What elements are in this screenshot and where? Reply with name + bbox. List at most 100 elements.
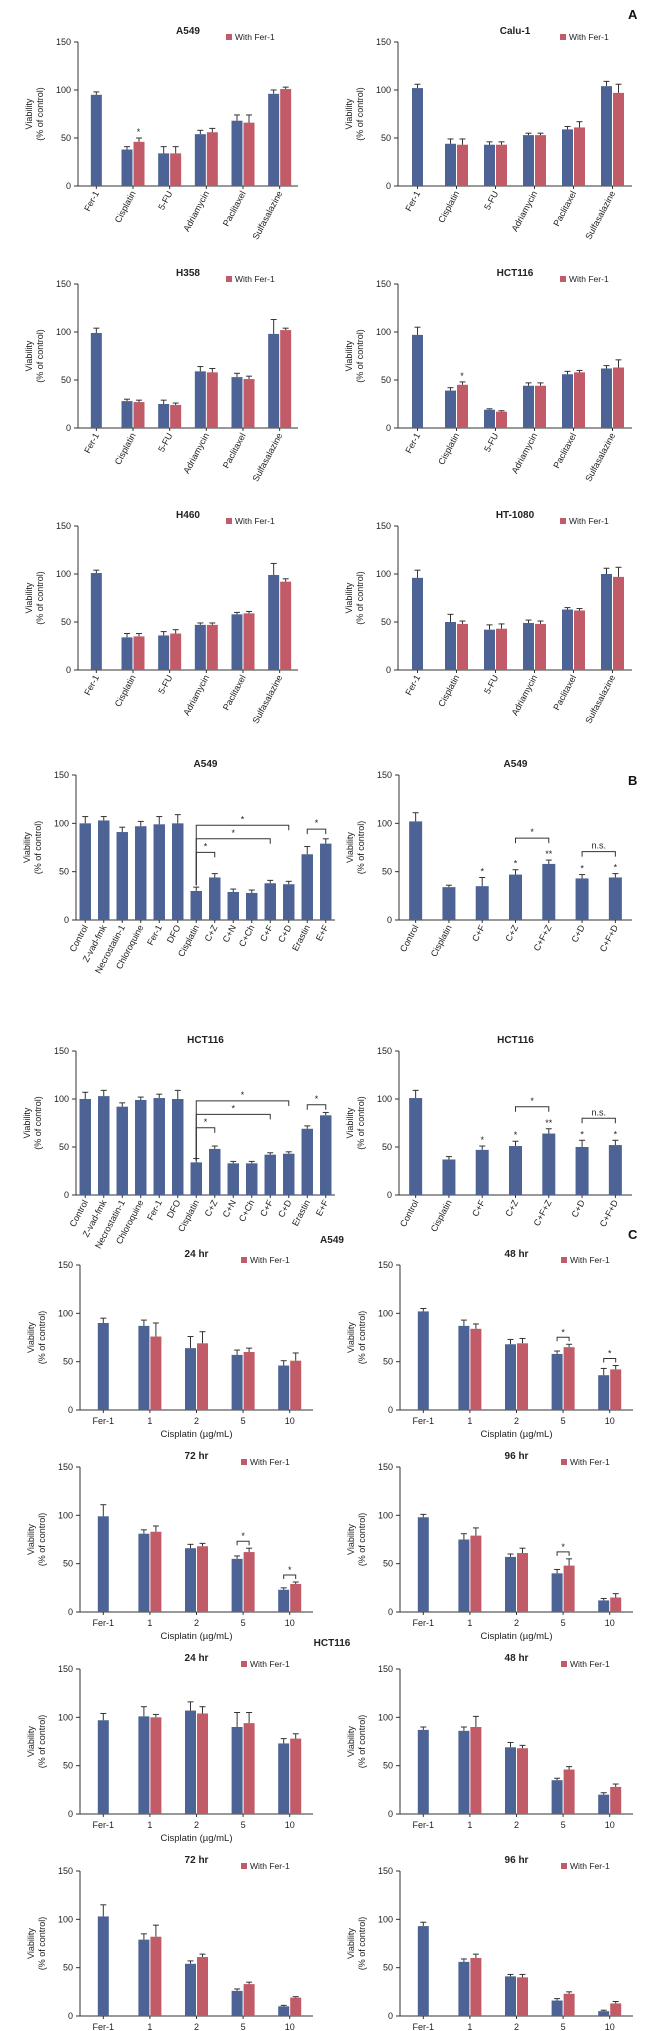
y-tick-label: 100 [376, 569, 391, 579]
chart-title: 48 hr [505, 1249, 529, 1260]
significance-label: * [561, 1327, 565, 1337]
significance-mark: ** [545, 849, 553, 859]
y-tick-label: 100 [377, 818, 392, 828]
x-tick-label: Cisplatin [429, 1198, 454, 1233]
legend-label: With Fer-1 [250, 1457, 290, 1467]
bar-with-fer1 [170, 153, 182, 186]
bar-control [458, 1325, 470, 1410]
y-tick-label: 50 [61, 375, 71, 385]
x-tick-label: C+Ch [237, 923, 257, 948]
x-tick-label: 5 [561, 1820, 566, 1830]
bar [79, 1099, 91, 1195]
x-tick-label: C+F+Z [532, 923, 554, 953]
bar-control [505, 1976, 516, 2016]
legend-swatch [226, 34, 232, 40]
chart-title: HCT116 [497, 268, 534, 279]
y-axis-label-line2: (% of control) [357, 1311, 367, 1365]
bar [409, 1098, 423, 1195]
section-label-a549: A549 [320, 1235, 344, 1246]
bar [98, 820, 110, 920]
bar-control [90, 573, 102, 670]
y-tick-label: 50 [381, 375, 391, 385]
legend-label: With Fer-1 [235, 274, 275, 284]
bar [320, 1115, 332, 1195]
bar-with-fer1 [574, 372, 585, 428]
x-tick-label: C+F+D [598, 1198, 621, 1229]
bar-control [97, 1720, 109, 1814]
bar-control [445, 622, 456, 670]
bar-with-fer1 [150, 1936, 162, 2016]
bar-control [194, 134, 206, 186]
y-tick-label: 0 [387, 1190, 392, 1200]
bar-control [458, 1730, 470, 1814]
x-tick-label: Erastin [290, 923, 312, 952]
y-axis-label-line1: Viability [22, 1107, 32, 1138]
bar-control [185, 1348, 196, 1410]
bar-control [231, 377, 243, 428]
y-axis-label-line2: (% of control) [355, 87, 365, 141]
significance-label: * [204, 841, 208, 851]
x-tick-label: 5-FU [156, 431, 174, 453]
y-tick-label: 150 [377, 770, 392, 780]
bar-with-fer1 [206, 624, 218, 670]
y-tick-label: 0 [68, 2011, 73, 2021]
x-tick-label: Fer-1 [82, 189, 101, 213]
significance-mark: * [514, 1130, 518, 1140]
bar [264, 1154, 276, 1195]
y-tick-label: 0 [388, 1607, 393, 1617]
bar-control [484, 629, 495, 670]
bar-control [598, 2011, 610, 2016]
bar [509, 1146, 522, 1195]
y-tick-label: 100 [58, 1308, 73, 1318]
significance-label: * [241, 814, 245, 824]
y-tick-label: 0 [388, 1405, 393, 1415]
x-tick-label: 5-FU [482, 189, 500, 211]
y-axis-label-line1: Viability [26, 1726, 36, 1757]
x-tick-label: C+N [221, 1198, 238, 1219]
x-tick-label: 5-FU [156, 673, 174, 695]
bar-control [417, 1517, 429, 1612]
bar-with-fer1 [470, 1328, 482, 1410]
x-tick-label: 5-FU [482, 673, 500, 695]
bar-with-fer1 [150, 1531, 162, 1612]
x-tick-label: 1 [147, 1416, 152, 1426]
y-axis-label-line1: Viability [344, 340, 354, 371]
x-tick-label: C+D [569, 1198, 587, 1219]
legend-swatch [241, 1863, 247, 1869]
y-tick-label: 50 [381, 617, 391, 627]
bar-with-fer1 [290, 1583, 302, 1612]
bar-with-fer1 [563, 1769, 575, 1814]
x-tick-label: 2 [514, 2022, 519, 2031]
significance-mark: * [514, 859, 518, 869]
bar [320, 843, 332, 920]
bar [116, 832, 128, 920]
legend-label: With Fer-1 [570, 1255, 610, 1265]
chart-title: 96 hr [505, 1451, 529, 1462]
bar [79, 823, 91, 920]
x-tick-label: 1 [147, 2022, 152, 2031]
x-tick-label: Fer-1 [145, 1198, 164, 1222]
bar [608, 1145, 622, 1195]
bar [475, 1149, 489, 1195]
x-tick-label: Fer-1 [93, 1416, 115, 1426]
bar-with-fer1 [517, 1343, 528, 1410]
bar-with-fer1 [243, 1723, 255, 1814]
y-tick-label: 50 [383, 1357, 393, 1367]
bar-with-fer1 [150, 1336, 162, 1410]
chart-c1: 24 hr 0 50 100 150 Viability (% of control) Fer… [26, 1249, 313, 1440]
bar-control [185, 1963, 196, 2016]
y-axis-label-line2: (% of control) [357, 1513, 367, 1567]
bar-with-fer1 [535, 623, 546, 670]
bar-control [194, 371, 206, 428]
chart-c3: 72 hr 0 50 100 150 Viability (% of control) Fer… [26, 1451, 313, 1642]
x-axis-label: Cisplatin (µg/mL) [161, 1833, 233, 1844]
y-axis-label-line1: Viability [345, 832, 355, 863]
x-tick-label: DFO [165, 1198, 183, 1219]
significance-label: n.s. [591, 841, 606, 851]
x-tick-label: 1 [147, 1820, 152, 1830]
y-tick-label: 0 [386, 181, 391, 191]
legend-swatch [241, 1661, 247, 1667]
x-tick-label: Sulfasalazine [583, 431, 617, 483]
y-tick-label: 150 [376, 521, 391, 531]
bar [575, 878, 589, 920]
